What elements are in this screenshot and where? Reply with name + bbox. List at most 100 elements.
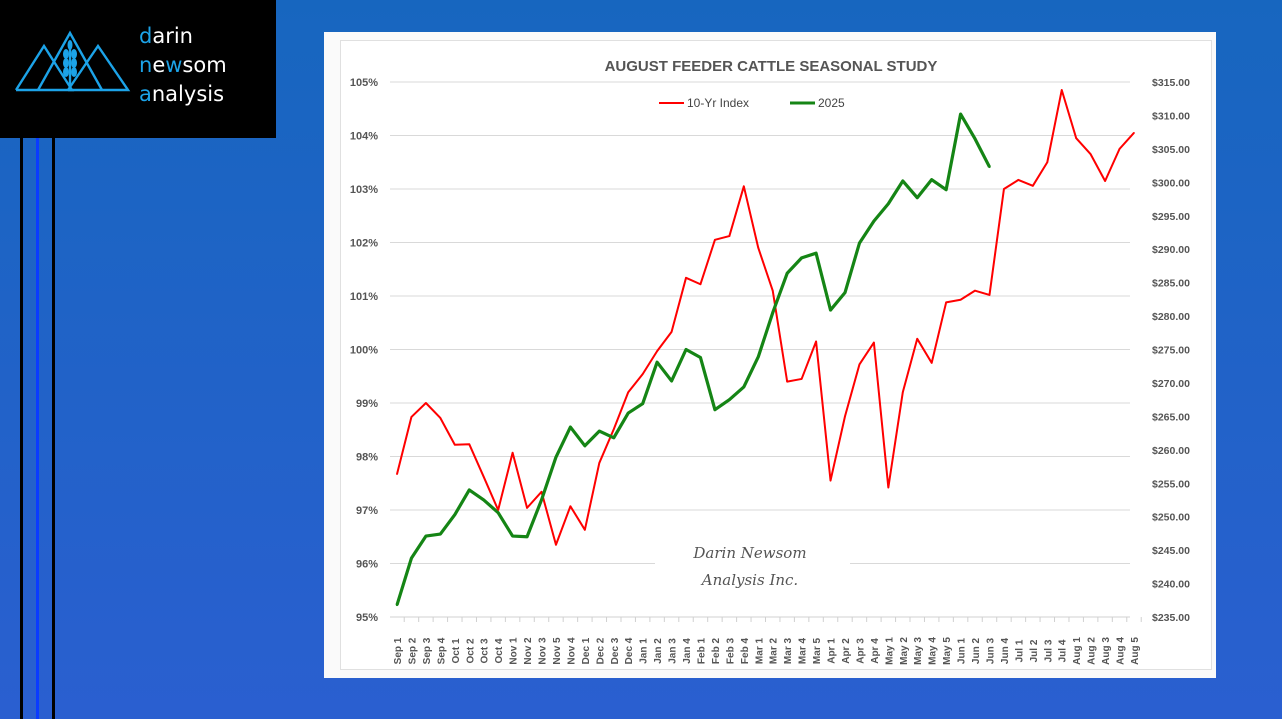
right-axis-tick-label: $290.00 [1152,244,1190,256]
logo-text: darin newsom analysis [139,22,227,109]
data-point-10yr-index [901,391,904,394]
x-tick-label: Jan 4 [682,638,693,664]
right-axis-tick-label: $265.00 [1152,411,1190,423]
data-point-2025 [511,534,514,538]
watermark: Darin Newsom Analysis Inc. [650,540,850,594]
data-point-2025 [771,311,774,314]
x-tick-label: Nov 1 [509,637,520,665]
data-point-2025 [959,112,962,116]
data-point-10yr-index [584,528,586,531]
data-point-10yr-index [656,350,658,352]
logo-letter: e [152,53,166,77]
data-point-2025 [930,178,933,181]
right-axis-tick-label: $305.00 [1152,144,1190,156]
x-tick-label: Aug 1 [1072,637,1083,665]
right-axis-tick-label: $255.00 [1152,478,1190,490]
logo-letter: n [139,53,153,77]
data-point-10yr-index [468,443,471,445]
data-point-10yr-index [1060,89,1063,91]
left-axis-tick-label: 97% [356,505,378,517]
logo-word: nalysis [151,82,225,106]
data-point-10yr-index [959,298,962,301]
left-axis-tick-label: 105% [350,77,378,89]
data-point-2025 [627,411,630,415]
data-point-2025 [482,498,485,502]
data-point-10yr-index [526,507,528,509]
x-tick-label: Nov 3 [538,637,549,665]
x-tick-label: Apr 2 [841,638,852,664]
data-point-10yr-index [612,428,615,431]
data-point-10yr-index [540,491,543,493]
data-point-10yr-index [569,505,572,508]
x-tick-label: Jun 3 [985,638,996,665]
logo-word: arin [152,24,193,48]
mountain-wheat-icon [14,30,131,92]
x-tick-label: Jul 1 [1014,639,1025,662]
x-tick-label: Jul 3 [1043,639,1054,662]
x-tick-label: Oct 2 [465,638,476,663]
data-point-2025 [569,425,572,429]
data-point-2025 [757,355,760,359]
right-axis-tick-label: $245.00 [1152,545,1190,557]
x-tick-label: Nov 4 [566,637,577,665]
x-tick-label: Aug 4 [1116,637,1127,665]
data-point-10yr-index [497,509,499,511]
legend-label-2025: 2025 [818,96,845,110]
data-point-2025 [439,532,442,536]
x-tick-label: Feb 4 [740,638,751,665]
data-point-2025 [872,219,876,223]
data-point-10yr-index [887,486,890,489]
x-tick-label: Dec 1 [581,637,592,664]
data-point-10yr-index [1017,179,1020,181]
chart-title: AUGUST FEEDER CATTLE SEASONAL STUDY [605,58,938,75]
left-axis-tick-label: 96% [356,559,378,571]
data-point-10yr-index [829,479,832,482]
x-tick-label: Aug 3 [1101,637,1112,665]
data-point-2025 [742,385,746,389]
data-point-2025 [988,165,991,169]
x-tick-label: Dec 3 [610,637,621,664]
data-point-10yr-index [598,462,601,464]
data-point-10yr-index [482,476,485,478]
data-point-2025 [395,603,399,607]
x-tick-label: Mar 1 [754,638,765,665]
data-point-10yr-index [988,294,991,296]
data-point-10yr-index [771,289,774,292]
data-point-10yr-index [1104,180,1106,182]
x-tick-label: Feb 3 [725,638,736,665]
right-axis-tick-label: $260.00 [1152,445,1190,457]
data-point-2025 [583,444,587,447]
decor-stripe [52,138,55,719]
data-point-2025 [540,498,543,502]
data-point-2025 [800,256,803,260]
data-point-10yr-index [1032,184,1034,187]
x-tick-label: Jan 2 [653,638,664,664]
series-line-2025 [395,112,991,606]
data-point-10yr-index [439,417,442,419]
data-point-10yr-index [815,340,817,343]
x-tick-label: Apr 1 [827,638,838,664]
data-point-10yr-index [858,363,861,366]
x-tick-label: Mar 4 [798,638,809,665]
data-point-2025 [699,356,702,359]
x-tick-label: Sep 2 [407,637,418,664]
data-point-10yr-index [410,416,413,418]
data-point-10yr-index [728,235,731,237]
x-tick-label: May 3 [913,637,924,665]
x-tick-label: Sep 4 [436,637,447,664]
data-point-10yr-index [454,443,456,446]
x-tick-label: Oct 4 [494,638,505,663]
right-axis-tick-label: $240.00 [1152,579,1190,591]
x-tick-label: Mar 5 [812,638,823,665]
data-point-2025 [901,179,904,183]
data-point-2025 [829,308,832,312]
data-point-2025 [496,511,500,514]
data-point-10yr-index [1089,153,1092,156]
x-tick-label: Aug 5 [1130,637,1141,665]
x-tick-label: Mar 2 [769,638,780,665]
data-point-10yr-index [1003,188,1005,190]
data-point-2025 [728,398,731,401]
x-tick-label: Apr 4 [870,638,881,664]
x-tick-label: Feb 1 [696,638,707,665]
data-point-10yr-index [425,402,427,404]
